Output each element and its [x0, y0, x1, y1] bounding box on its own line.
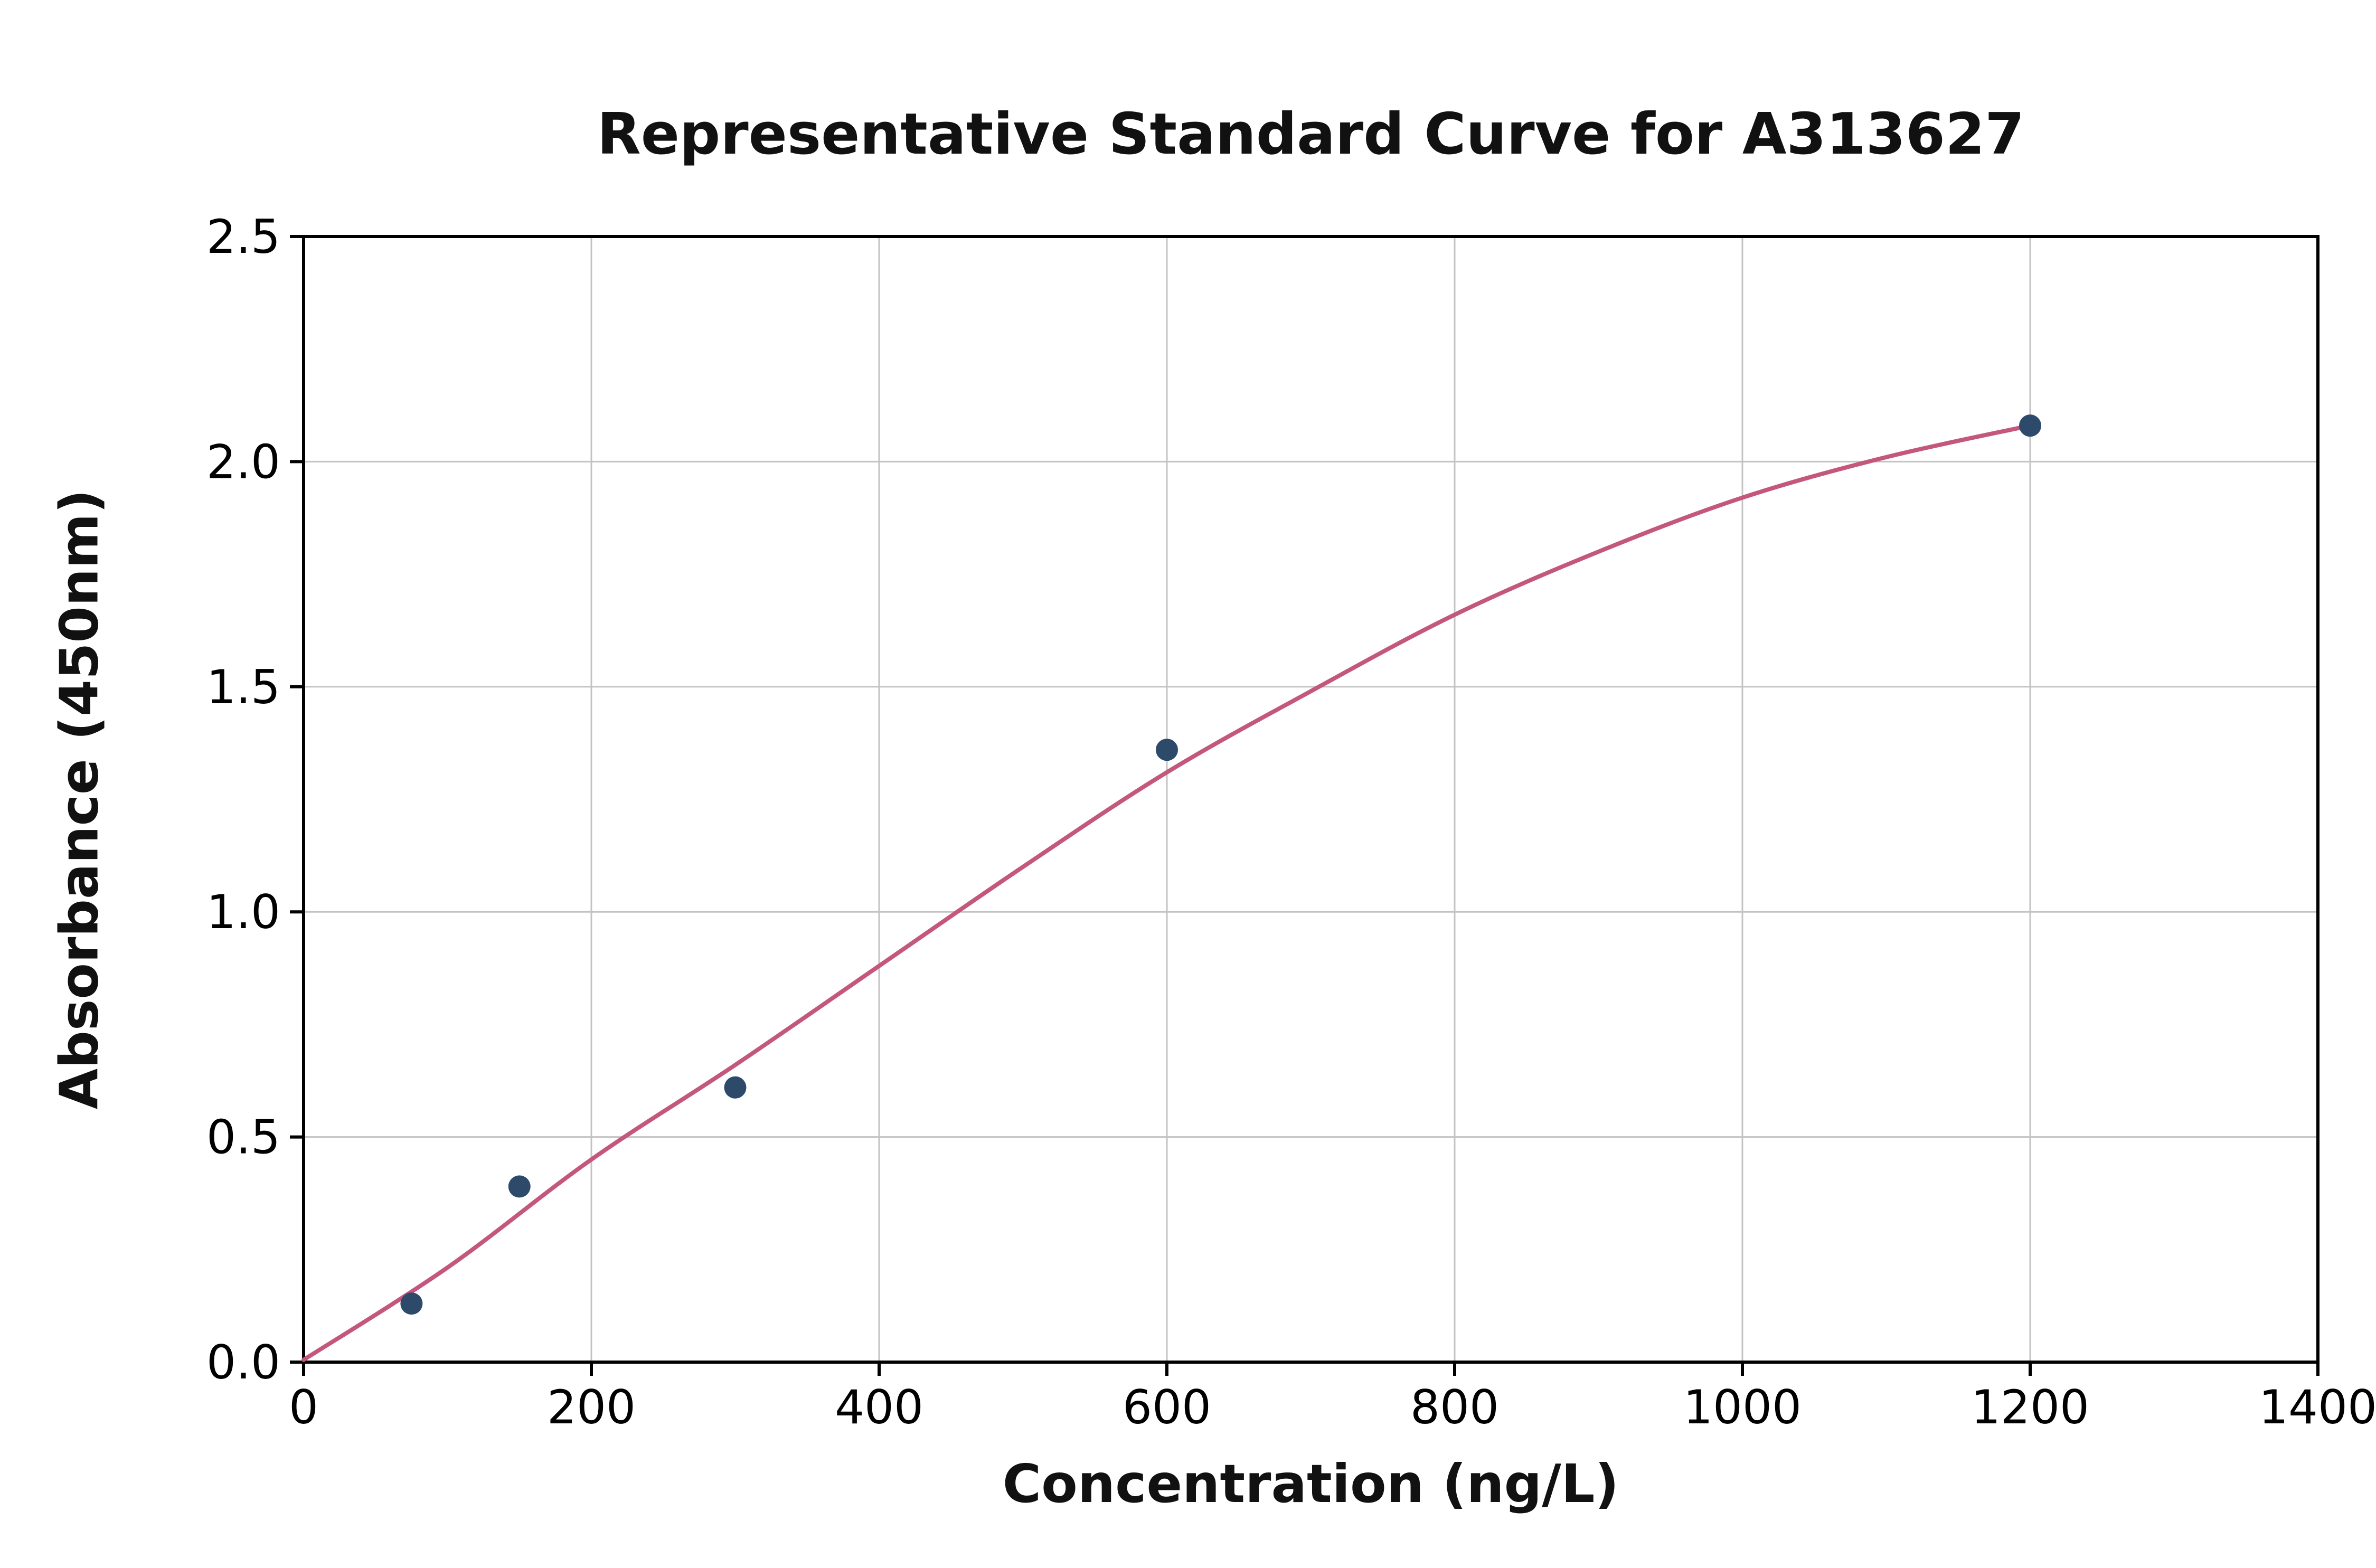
data-point [508, 1175, 531, 1198]
x-tick-label: 400 [835, 1380, 923, 1434]
x-tick-label: 600 [1123, 1380, 1211, 1434]
y-tick-label: 0.5 [206, 1110, 280, 1165]
plot-border [302, 235, 2320, 1364]
data-point [400, 1292, 423, 1315]
x-tick-label: 800 [1410, 1380, 1499, 1434]
x-tick-label: 1400 [2259, 1380, 2376, 1434]
x-tick-label: 200 [547, 1380, 636, 1434]
chart-title: Representative Standard Curve for A31362… [597, 101, 2025, 167]
y-tick-label: 2.5 [206, 210, 280, 264]
y-tick-label: 0.0 [206, 1335, 280, 1390]
data-point [1156, 739, 1178, 761]
y-tick-label: 1.0 [206, 885, 280, 939]
x-axis-label: Concentration (ng/L) [1002, 1453, 1619, 1515]
y-tick-label: 2.0 [206, 434, 280, 489]
x-tick-label: 1200 [1971, 1380, 2089, 1434]
data-point [724, 1076, 747, 1099]
y-tick-label: 1.5 [206, 660, 280, 714]
x-tick-label: 0 [289, 1380, 318, 1434]
x-tick-label: 1000 [1683, 1380, 1802, 1434]
fit-curve [301, 423, 2032, 1362]
data-point [2019, 414, 2041, 437]
